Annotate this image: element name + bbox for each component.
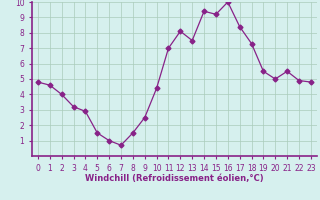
X-axis label: Windchill (Refroidissement éolien,°C): Windchill (Refroidissement éolien,°C): [85, 174, 264, 183]
